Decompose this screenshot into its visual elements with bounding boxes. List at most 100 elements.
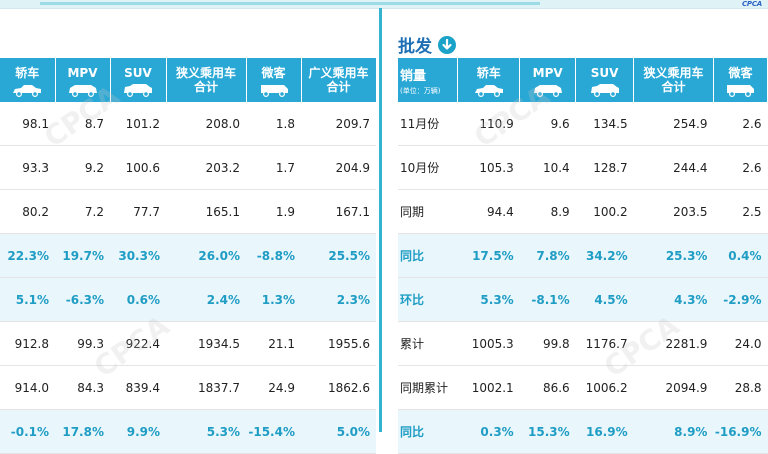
column-header: SUV — [110, 58, 167, 102]
table-cell: 208.0 — [166, 102, 246, 146]
table-cell: 244.4 — [633, 145, 714, 190]
table-cell: 8.7 — [55, 102, 110, 146]
table-row: 5.1% -6.3% 0.6% 2.4% 1.3% 2.3% — [0, 277, 376, 322]
cpca-logo: CPCA — [741, 0, 762, 8]
table-cell: 24.9 — [246, 365, 301, 410]
table-cell: 19.7% — [55, 233, 110, 278]
table-cell: 204.9 — [301, 145, 376, 190]
row-label: 同期累计 — [398, 365, 458, 410]
retail-sales-table: 轿车 MPV SUV 狭义乘用车 合计 微客 广义乘用车 合计 98.1 8.7 101.2 208… — [0, 58, 377, 454]
table-cell: 94.4 — [457, 189, 520, 234]
section-title-text: 批发 — [398, 37, 432, 57]
column-header: 轿车 — [457, 58, 521, 102]
table-row: 累计 1005.3 99.8 1176.7 2281.9 24.0 — [398, 321, 768, 366]
sedan-icon — [13, 85, 42, 97]
table-cell: 7.8% — [519, 233, 576, 278]
column-header-label: 轿车 — [15, 66, 40, 80]
table-cell: 101.2 — [110, 102, 166, 146]
table-cell: 2.6 — [713, 102, 768, 146]
row-label: 11月份 — [398, 102, 458, 146]
column-header-label: SUV — [590, 66, 619, 80]
table-cell: 7.2 — [55, 189, 110, 234]
table-cell: 17.5% — [457, 233, 520, 278]
section-divider — [379, 8, 382, 432]
table-row: 10月份 105.3 10.4 128.7 244.4 2.6 — [398, 145, 768, 190]
mpv-icon — [533, 85, 562, 97]
table-cell: 922.4 — [110, 321, 166, 366]
column-header-label: 微客 — [261, 66, 286, 80]
retail-table-panel: 轿车 MPV SUV 狭义乘用车 合计 微客 广义乘用车 合计 98.1 8.7 101.2 208… — [0, 58, 379, 454]
table-cell: 8.9 — [519, 189, 576, 234]
table-row: 11月份 110.9 9.6 134.5 254.9 2.6 — [398, 102, 768, 146]
row-label: 10月份 — [398, 145, 458, 190]
table-cell: 21.1 — [246, 321, 301, 366]
column-header-label: 狭义乘用车 合计 — [175, 66, 236, 94]
table-cell: 34.2% — [575, 233, 634, 278]
column-header-label: 广义乘用车 合计 — [308, 66, 369, 94]
table-cell: 84.3 — [55, 365, 110, 410]
table-cell: 0.6% — [110, 277, 166, 322]
column-header-label: 轿车 — [476, 66, 501, 80]
table-cell: 86.6 — [519, 365, 576, 410]
table-cell: 28.8 — [713, 365, 768, 410]
table-cell: 1006.2 — [575, 365, 634, 410]
table-cell: 1.8 — [246, 102, 301, 146]
table-row: 93.3 9.2 100.6 203.2 1.7 204.9 — [0, 145, 376, 190]
column-header-label: 微客 — [728, 66, 753, 80]
table-cell: 9.6 — [519, 102, 576, 146]
table-cell: 1837.7 — [166, 365, 246, 410]
column-header: SUV — [575, 58, 635, 102]
column-header-label: SUV — [124, 66, 152, 80]
table-row: 环比 5.3% -8.1% 4.5% 4.3% -2.9% — [398, 277, 768, 322]
table-row: 22.3% 19.7% 30.3% 26.0% -8.8% 25.5% — [0, 233, 376, 278]
minivan-icon — [727, 85, 755, 97]
table-cell: 2.4% — [166, 277, 246, 322]
mpv-icon — [68, 85, 97, 97]
top-banner: CPCA — [0, 0, 768, 9]
column-header: 狭义乘用车 合计 — [633, 58, 714, 102]
table-cell: 2281.9 — [633, 321, 714, 366]
sales-header-label: 销量 — [400, 69, 427, 84]
table-cell: 1934.5 — [166, 321, 246, 366]
table-cell: 2094.9 — [633, 365, 714, 410]
row-label: 同期 — [398, 189, 458, 234]
table-cell: 1955.6 — [301, 321, 376, 366]
table-cell: -2.9% — [713, 277, 768, 322]
table-cell: 5.1% — [0, 277, 55, 322]
table-cell: 203.5 — [633, 189, 714, 234]
table-cell: 134.5 — [575, 102, 634, 146]
sedan-icon — [474, 85, 503, 97]
table-cell: 4.3% — [633, 277, 714, 322]
table-row: 80.2 7.2 77.7 165.1 1.9 167.1 — [0, 189, 376, 234]
table-cell: 912.8 — [0, 321, 55, 366]
table-cell: 4.5% — [575, 277, 634, 322]
table-row: 同比 17.5% 7.8% 34.2% 25.3% 0.4% — [398, 233, 768, 278]
column-header: 狭义乘用车 合计 — [166, 58, 247, 102]
suv-icon — [590, 84, 619, 97]
table-row: 98.1 8.7 101.2 208.0 1.8 209.7 — [0, 102, 376, 146]
table-cell: 5.3% — [457, 277, 520, 322]
table-row: 同期累计 1002.1 86.6 1006.2 2094.9 28.8 — [398, 365, 768, 410]
table-cell: 839.4 — [110, 365, 166, 410]
column-header: 微客 — [713, 58, 768, 102]
table-cell: 1.9 — [246, 189, 301, 234]
table-cell: 100.6 — [110, 145, 166, 190]
column-header: MPV — [55, 58, 111, 102]
table-cell: 9.2 — [55, 145, 110, 190]
table-cell: 26.0% — [166, 233, 246, 278]
minivan-icon — [260, 85, 288, 97]
table-cell: 254.9 — [633, 102, 714, 146]
table-cell: 1.3% — [246, 277, 301, 322]
table-cell: 209.7 — [301, 102, 376, 146]
table-cell: 22.3% — [0, 233, 55, 278]
table-cell: 1862.6 — [301, 365, 376, 410]
table-cell: 98.1 — [0, 102, 55, 146]
table-row: 912.8 99.3 922.4 1934.5 21.1 1955.6 — [0, 321, 376, 366]
table-cell: 30.3% — [110, 233, 166, 278]
table-cell: 77.7 — [110, 189, 166, 234]
column-header-label: 狭义乘用车 合计 — [643, 66, 704, 94]
column-header: 微客 — [246, 58, 302, 102]
table-cell: 1.7 — [246, 145, 301, 190]
row-label: 同比 — [398, 233, 458, 278]
table-cell: 2.6 — [713, 145, 768, 190]
